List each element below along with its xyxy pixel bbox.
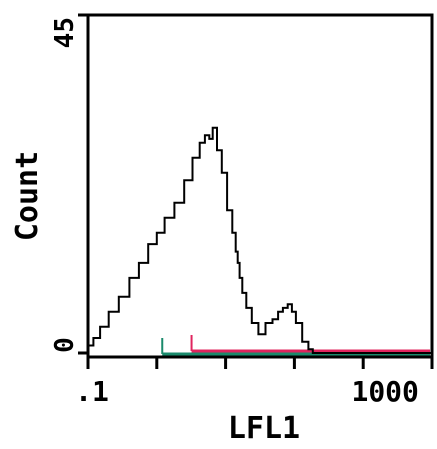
histogram-line bbox=[88, 126, 432, 354]
tick-layer bbox=[78, 13, 434, 369]
plot-frame bbox=[86, 13, 434, 359]
y-tick-label-min: 0 bbox=[50, 337, 80, 353]
x-tick-label-min: .1 bbox=[75, 375, 109, 408]
y-axis-label: Count bbox=[10, 151, 45, 241]
y-tick-label-max: 45 bbox=[50, 17, 80, 48]
x-tick-label-max: 1000 bbox=[351, 375, 418, 408]
x-axis-label: LFL1 bbox=[228, 411, 300, 444]
gate-layer bbox=[161, 335, 430, 356]
